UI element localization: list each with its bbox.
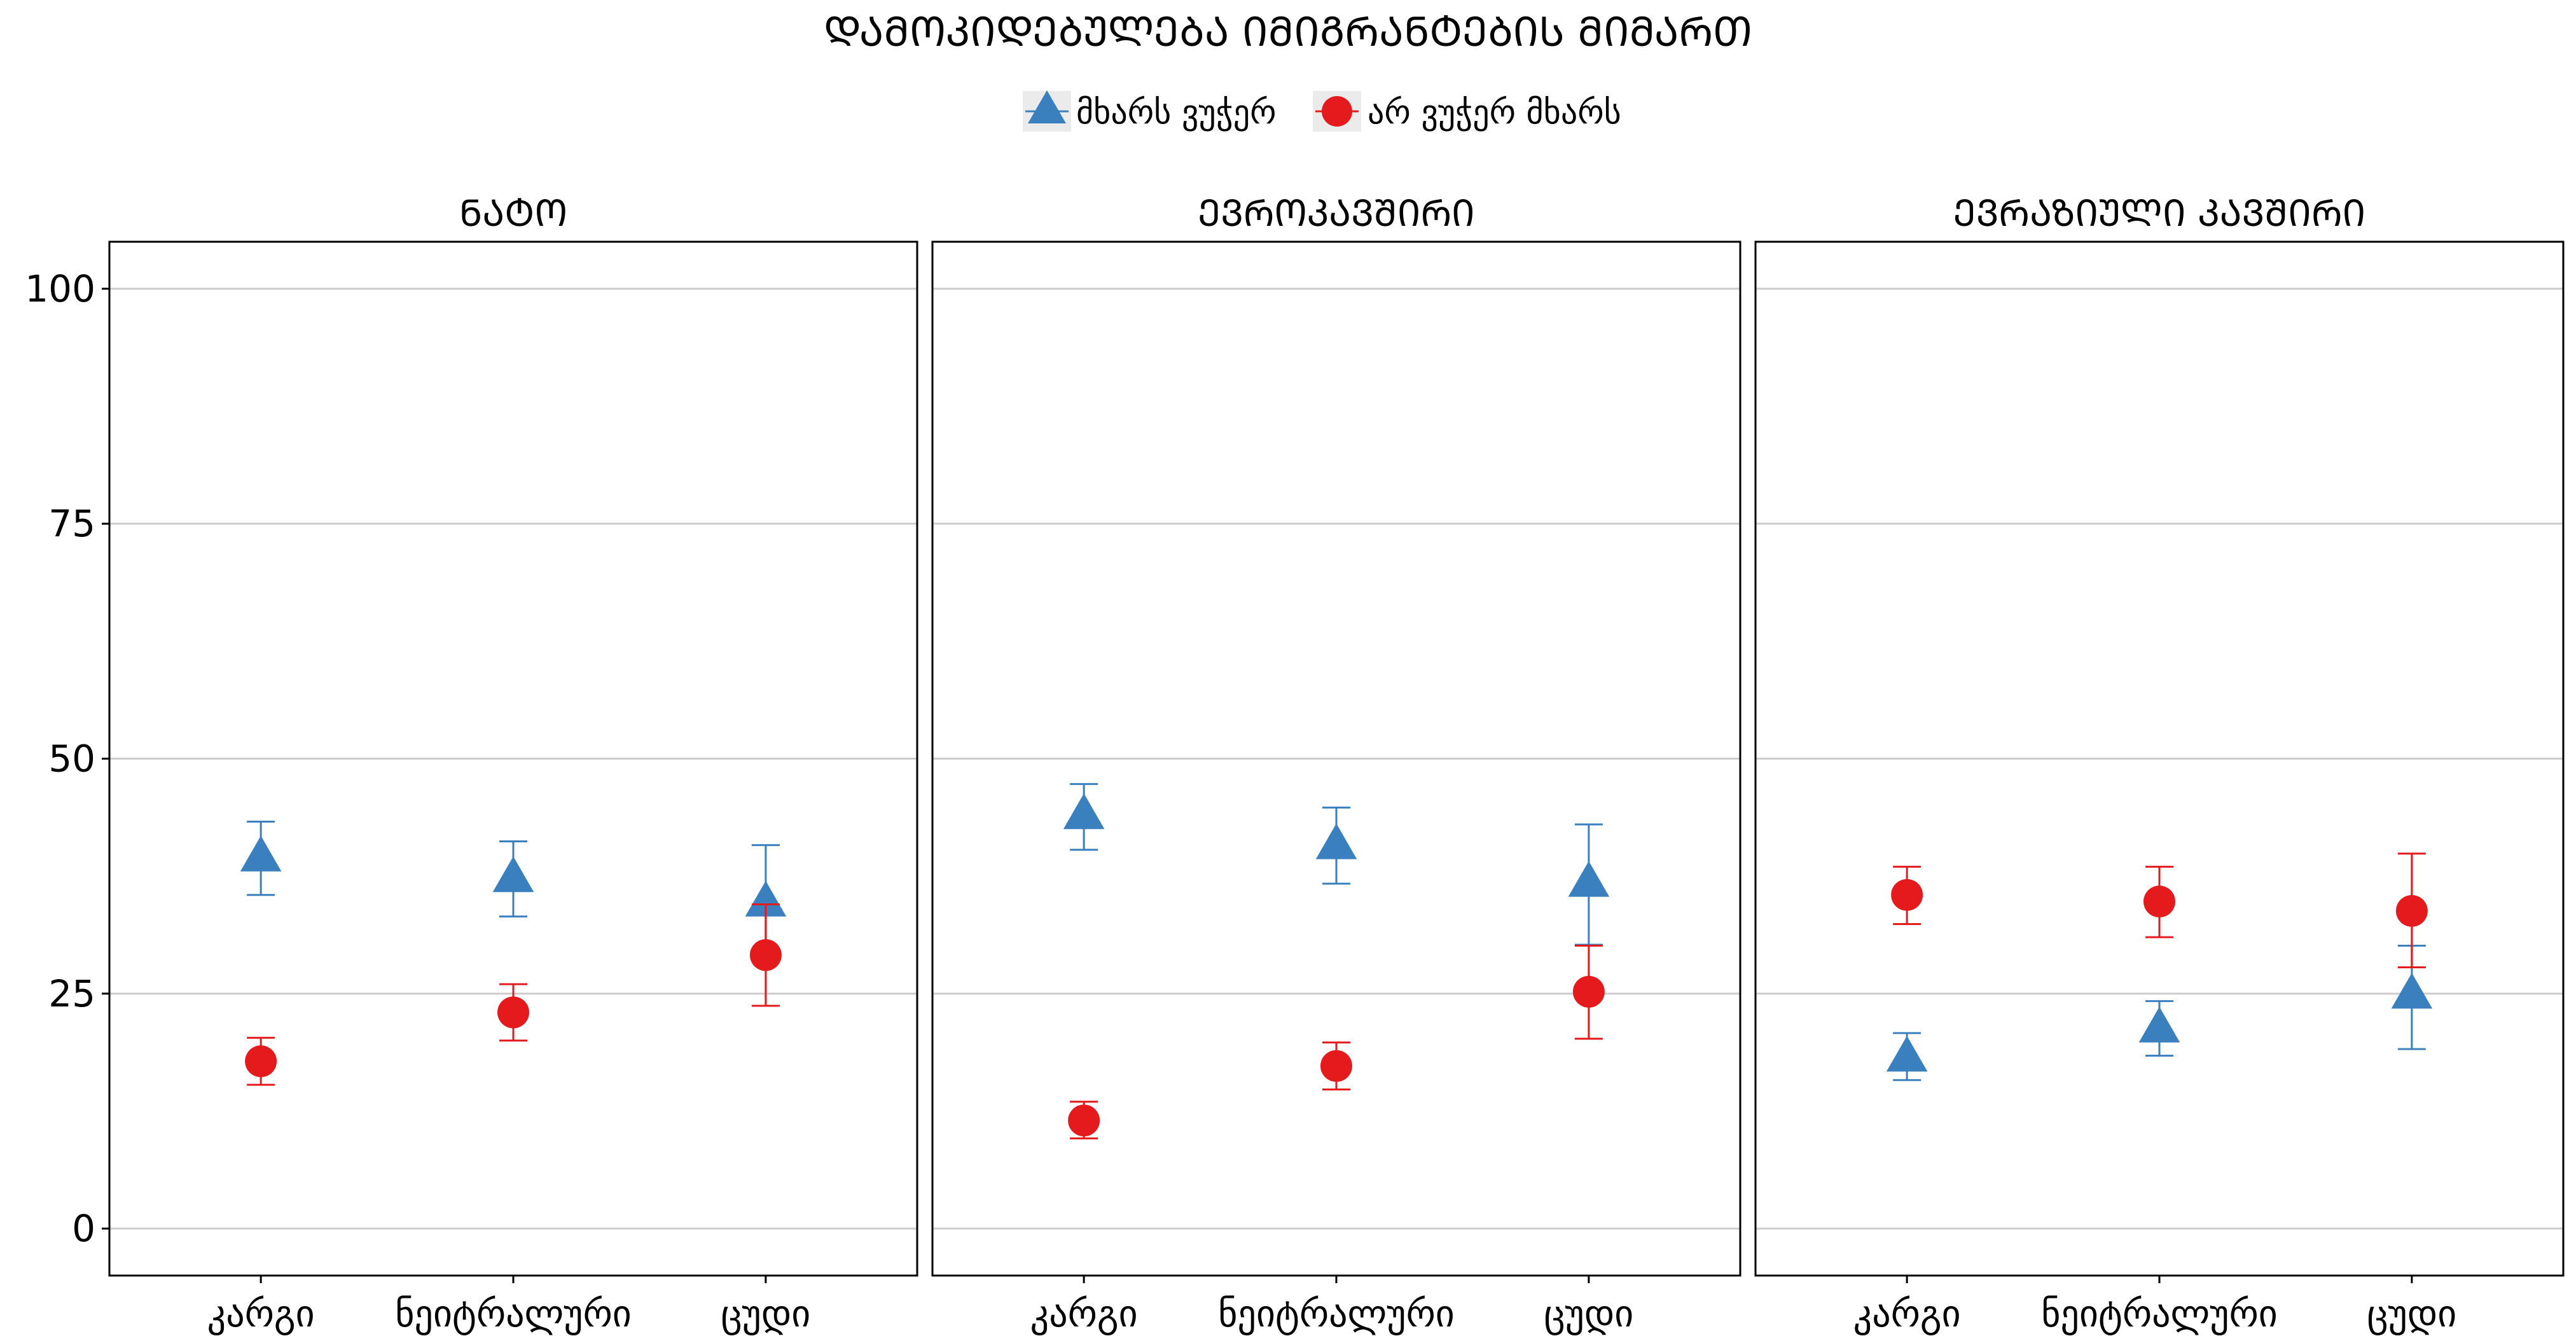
- x-tick-label: ნეიტრალური: [1218, 1292, 1455, 1335]
- x-tick-label: კარგი: [207, 1292, 315, 1335]
- y-tick-label: 50: [48, 737, 95, 781]
- x-tick-label: ნეიტრალური: [2041, 1292, 2278, 1335]
- point-circle: [749, 939, 782, 971]
- panel: ᲔᲕᲠᲝᲙᲐᲕᲨᲘᲠᲘ კარგი ნეიტრალური ცუდი: [931, 191, 1742, 1335]
- point-triangle: [1315, 823, 1357, 859]
- y-tick-label: 0: [72, 1207, 95, 1250]
- panel-title: ᲔᲕᲠᲝᲙᲐᲕᲨᲘᲠᲘ: [1198, 191, 1475, 235]
- point-triangle: [1568, 861, 1610, 897]
- point-circle: [1068, 1104, 1100, 1137]
- point-circle: [2395, 894, 2428, 927]
- y-tick-label: 75: [48, 502, 95, 545]
- point-triangle: [1063, 793, 1105, 830]
- x-tick-label: კარგი: [1030, 1292, 1138, 1335]
- legend-item-support: მხარს ვუჭერ: [1023, 90, 1277, 132]
- x-tick-label: ცუდი: [721, 1292, 810, 1335]
- panel-title: ᲜᲐᲢᲝ: [459, 191, 568, 235]
- legend-item-not-support: არ ვუჭერ მხარს: [1313, 91, 1621, 132]
- point-circle: [2143, 886, 2175, 918]
- legend-label-not-support: არ ვუჭერ მხარს: [1368, 94, 1621, 132]
- circle-marker-icon: [1322, 96, 1352, 127]
- point-circle: [245, 1045, 277, 1078]
- legend-label-support: მხარს ვუჭერ: [1076, 94, 1277, 132]
- point-triangle: [2138, 1006, 2180, 1043]
- legend: მხარს ვუჭერ არ ვუჭერ მხარს: [1023, 90, 1621, 132]
- point-circle: [497, 996, 529, 1029]
- x-tick-label: კარგი: [1853, 1292, 1961, 1335]
- point-circle: [1891, 879, 1923, 911]
- y-tick-label: 25: [48, 972, 95, 1015]
- x-tick-label: ნეიტრალური: [395, 1292, 632, 1335]
- point-circle: [1320, 1050, 1352, 1082]
- point-triangle: [240, 835, 282, 872]
- point-triangle: [745, 880, 787, 917]
- x-tick-label: ცუდი: [2367, 1292, 2456, 1335]
- panel: ᲜᲐᲢᲝ კარგი ნეიტრალური ცუდი: [108, 191, 918, 1335]
- panel-title: ᲔᲕᲠᲐᲖᲘᲣᲚᲘ ᲙᲐᲕᲨᲘᲠᲘ: [1953, 191, 2366, 235]
- triangle-marker-icon: [1028, 90, 1066, 123]
- y-tick-label: 100: [25, 267, 95, 310]
- panel: ᲔᲕᲠᲐᲖᲘᲣᲚᲘ ᲙᲐᲕᲨᲘᲠᲘ კარგი ნეიტრალური ცუდი: [1754, 191, 2565, 1335]
- point-triangle: [2391, 973, 2433, 1009]
- x-tick-label: ცუდი: [1544, 1292, 1633, 1335]
- chart-title: ᲓᲐᲛᲝᲙᲘᲓᲔᲑᲣᲚᲔᲑᲐ ᲘᲛᲘᲒᲠᲐᲜᲢᲔᲑᲘᲡ ᲛᲘᲛᲐᲠᲗ: [824, 9, 1752, 56]
- point-triangle: [1886, 1036, 1928, 1072]
- point-circle: [1572, 975, 1605, 1008]
- point-triangle: [492, 856, 534, 893]
